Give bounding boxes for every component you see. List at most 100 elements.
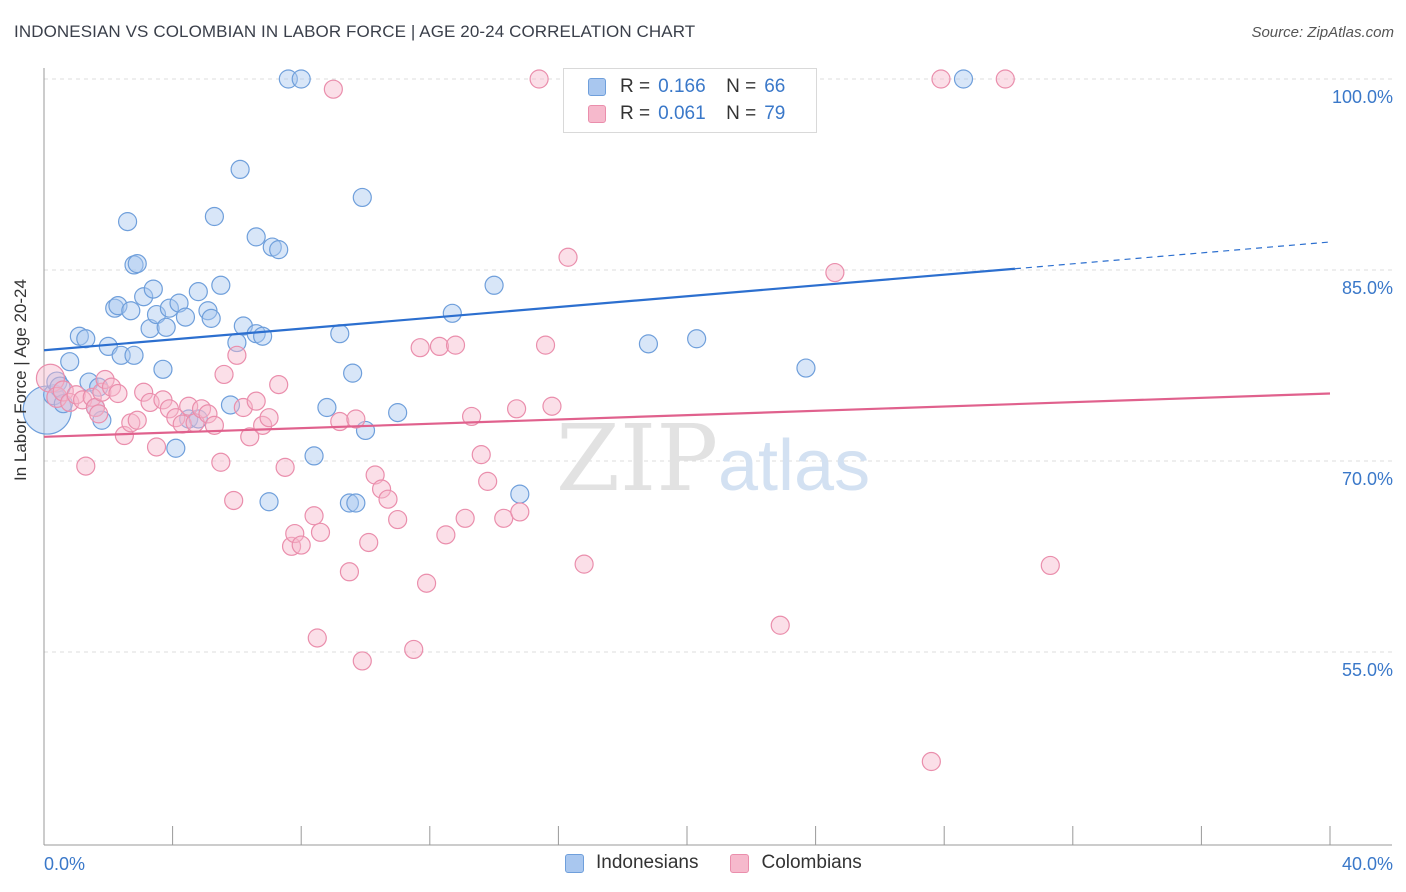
colombian-point-54 — [378, 489, 398, 509]
colombian-point-74 — [770, 615, 790, 635]
indonesian-point-45 — [259, 492, 279, 512]
colombian-point-45 — [310, 522, 331, 542]
colombian-point-65 — [478, 471, 498, 491]
colombian-point-77 — [931, 69, 951, 89]
colombian-point-52 — [365, 465, 385, 485]
colombian-point-40 — [281, 536, 302, 556]
legend-item-indonesians[interactable]: Indonesians — [565, 852, 698, 874]
colombians-trend-line — [43, 392, 1331, 438]
indonesian-point-44 — [269, 240, 289, 260]
r-label: R = — [620, 76, 651, 97]
colombian-point-29 — [211, 452, 231, 472]
indonesian-point-63 — [953, 69, 974, 89]
indonesian-point-14 — [117, 212, 138, 232]
indonesian-point-65 — [124, 345, 144, 365]
x-tick-label-max: 40.0% — [1342, 854, 1393, 874]
y-tick-label-55: 55.0% — [1342, 660, 1393, 680]
colombian-point-48 — [339, 562, 360, 582]
indonesian-point-47 — [291, 69, 311, 89]
colombian-point-19 — [146, 437, 167, 457]
y-tick-label-70: 70.0% — [1342, 469, 1393, 489]
indonesian-point-27 — [166, 438, 186, 458]
colombian-point-11 — [95, 369, 115, 390]
legend-item-colombians[interactable]: Colombians — [730, 852, 862, 874]
colombian-point-50 — [352, 651, 372, 671]
y-tick-label-100: 100.0% — [1332, 87, 1393, 107]
y-tick-label-85: 85.0% — [1342, 278, 1393, 298]
indonesian-point-16 — [108, 296, 128, 316]
n-value-indonesians: 66 — [764, 76, 786, 97]
colombian-point-55 — [388, 509, 408, 530]
colombian-point-44 — [307, 628, 327, 648]
colombian-point-75 — [825, 262, 845, 283]
colombian-point-73 — [574, 554, 594, 574]
colombian-point-51 — [359, 532, 379, 553]
colombian-point-0 — [35, 363, 66, 393]
indonesian-point-51 — [339, 493, 360, 513]
colombian-point-69 — [529, 69, 549, 89]
colombian-point-43 — [304, 506, 324, 526]
colombian-point-67 — [507, 399, 527, 419]
colombian-point-57 — [410, 338, 430, 358]
indonesian-point-58 — [484, 275, 504, 295]
colombian-point-63 — [461, 406, 482, 427]
indonesian-point-62 — [796, 358, 816, 378]
colombian-point-27 — [198, 404, 218, 424]
colombian-point-37 — [259, 408, 279, 428]
colombian-point-31 — [224, 490, 244, 511]
indonesian-point-28 — [169, 293, 189, 313]
indonesian-point-35 — [211, 275, 231, 295]
colombian-point-62 — [455, 508, 475, 528]
indonesian-point-18 — [124, 255, 144, 275]
watermark: ZIP atlas — [556, 405, 870, 512]
indonesian-point-7 — [76, 329, 96, 349]
x-tick-labels: 0.0% 40.0% — [44, 854, 1393, 874]
indonesians-trend-line — [43, 267, 1016, 352]
colombian-point-9 — [89, 404, 109, 424]
indonesian-point-33 — [201, 308, 221, 328]
source-label: Source: ZipAtlas.com — [1251, 24, 1394, 41]
colombian-point-42 — [291, 535, 311, 555]
colombian-point-41 — [285, 523, 305, 544]
watermark-zip: ZIP — [556, 405, 718, 512]
indonesian-point-42 — [253, 326, 273, 346]
indonesian-point-25 — [156, 317, 176, 337]
colombian-point-16 — [127, 410, 147, 430]
colombian-point-72 — [558, 247, 578, 267]
legend-label-colombians: Colombians — [761, 852, 862, 873]
indonesian-point-17 — [121, 301, 141, 321]
watermark-atlas: atlas — [718, 426, 870, 506]
indonesians-legend-swatch — [565, 853, 584, 873]
colombian-point-58 — [416, 573, 437, 593]
colombian-point-26 — [191, 399, 212, 419]
colombian-point-30 — [214, 364, 234, 385]
indonesian-point-50 — [330, 324, 350, 344]
series-legend: Indonesians Colombians — [565, 852, 894, 874]
n-label: N = — [726, 103, 757, 124]
y-tick-labels: 55.0% 70.0% 85.0% 100.0% — [1332, 87, 1393, 680]
colombian-point-68 — [510, 502, 530, 522]
indonesian-point-38 — [230, 159, 250, 180]
colombian-point-39 — [275, 457, 295, 477]
indonesians-trend-extension — [1014, 241, 1331, 270]
indonesian-point-15 — [105, 298, 125, 318]
indonesian-point-21 — [140, 318, 160, 339]
indonesian-point-26 — [159, 298, 179, 318]
colombian-point-4 — [66, 385, 86, 405]
colombian-point-32 — [227, 345, 247, 365]
indonesian-point-61 — [687, 329, 707, 349]
indonesian-point-20 — [134, 287, 154, 307]
indonesian-point-34 — [204, 206, 224, 227]
r-value-colombians: 0.061 — [658, 103, 706, 124]
r-value-indonesians: 0.166 — [658, 76, 706, 97]
axes — [43, 68, 1392, 846]
indonesian-point-55 — [352, 187, 372, 208]
indonesian-point-49 — [317, 397, 337, 418]
indonesian-point-41 — [246, 227, 266, 247]
colombian-point-49 — [346, 409, 366, 429]
n-label: N = — [726, 76, 757, 97]
colombian-point-1 — [46, 386, 68, 408]
colombian-point-59 — [429, 336, 450, 356]
colombian-point-2 — [52, 380, 74, 402]
indonesians-points — [22, 69, 974, 513]
